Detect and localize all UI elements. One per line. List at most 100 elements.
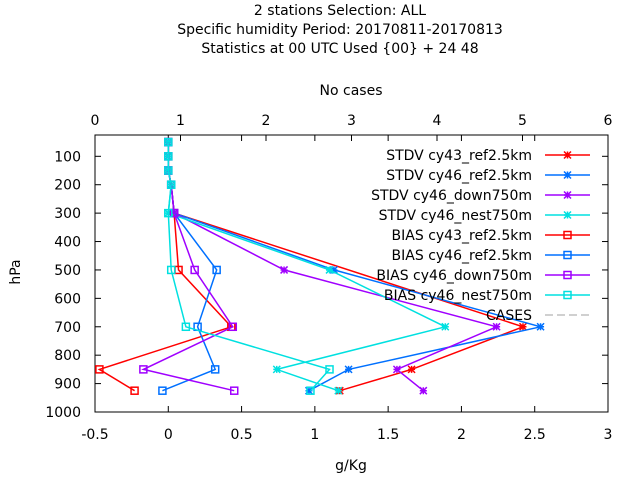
- data-point: [212, 265, 221, 275]
- data-point: [344, 365, 353, 374]
- marker-stroke: [419, 386, 428, 395]
- chart-title-line-2: Specific humidity Period: 20170811-20170…: [177, 22, 503, 38]
- data-point: [181, 322, 191, 332]
- top-tick-label: 1: [176, 113, 185, 129]
- top-tick-label: 0: [91, 113, 100, 129]
- series-line: [97, 142, 233, 392]
- top-tick-label: 3: [347, 113, 356, 129]
- y-tick-label: 500: [54, 263, 81, 279]
- y-tick-label: 200: [54, 178, 81, 194]
- y-tick-label: 300: [54, 206, 81, 222]
- series-7: [139, 137, 239, 395]
- data-point: [95, 365, 104, 374]
- data-point: [166, 180, 176, 189]
- marker-stroke: [304, 386, 314, 395]
- marker-stroke: [325, 265, 334, 274]
- top-tick-label: 5: [518, 113, 527, 129]
- data-point: [158, 386, 167, 395]
- legend-marker: [563, 150, 572, 160]
- x-tick-label: 1.5: [377, 427, 399, 443]
- top-tick-label: 2: [262, 113, 271, 129]
- data-point: [280, 265, 289, 274]
- legend-label: STDV cy46_ref2.5km: [386, 168, 532, 184]
- data-point: [210, 365, 220, 374]
- data-point: [130, 386, 139, 395]
- x-tick-label: 0.5: [230, 427, 252, 443]
- data-point: [518, 322, 528, 331]
- legend-label: BIAS cy46_nest750m: [384, 288, 532, 304]
- marker-stroke: [441, 322, 450, 331]
- legend-marker: [563, 230, 572, 240]
- marker-stroke: [563, 210, 572, 220]
- x-tick-label: 2.5: [524, 427, 546, 443]
- marker-stroke: [329, 265, 338, 274]
- chart-title-line-3: Statistics at 00 UTC Used {00} + 24 48: [201, 41, 478, 57]
- data-point: [419, 386, 428, 395]
- data-point: [228, 322, 238, 332]
- y-tick-label: 1000: [45, 405, 81, 421]
- top-tick-label: 4: [433, 113, 442, 129]
- marker-stroke: [536, 322, 545, 331]
- marker-stroke: [563, 150, 572, 160]
- legend-label: STDV cy46_nest750m: [379, 208, 532, 224]
- data-point: [325, 265, 334, 274]
- data-point: [166, 265, 176, 275]
- marker-stroke: [492, 322, 501, 331]
- x-tick-label: 0: [164, 427, 173, 443]
- data-point: [164, 166, 173, 175]
- data-point: [164, 208, 173, 218]
- legend-label: BIAS cy46_down750m: [376, 268, 532, 284]
- x-axis-label: g/Kg: [335, 458, 367, 474]
- legend-label: STDV cy46_down750m: [371, 188, 532, 204]
- legend-marker: [563, 210, 572, 220]
- marker-stroke: [334, 386, 343, 395]
- legend-marker: [563, 270, 572, 280]
- x-tick-label: -0.5: [81, 427, 108, 443]
- legend-label: BIAS cy46_ref2.5km: [392, 248, 532, 264]
- series-line: [167, 142, 331, 392]
- marker-stroke: [407, 365, 416, 374]
- data-point: [407, 365, 416, 374]
- y-tick-label: 600: [54, 291, 81, 307]
- data-point: [272, 365, 281, 374]
- data-point: [441, 322, 450, 331]
- legend-label: BIAS cy43_ref2.5km: [392, 228, 532, 244]
- top-axis-label: No cases: [320, 83, 383, 99]
- marker-stroke: [272, 365, 281, 374]
- data-point: [392, 365, 401, 374]
- data-point: [329, 265, 338, 274]
- x-tick-label: 1: [310, 427, 319, 443]
- x-axis-ticks: -0.5 0 0.5 1 1.5 2 2.5 3: [81, 135, 612, 443]
- data-point: [229, 386, 239, 395]
- data-point: [164, 137, 173, 147]
- marker-stroke: [392, 365, 401, 374]
- top-axis-ticks: 0 1 2 3 4 5 6: [91, 113, 613, 141]
- series-8: [164, 137, 334, 395]
- chart-title-line-1: 2 stations Selection: ALL: [254, 3, 426, 19]
- x-tick-label: 3: [604, 427, 613, 443]
- data-point: [304, 386, 314, 395]
- legend-marker: [563, 290, 572, 300]
- data-point: [306, 386, 315, 395]
- legend-label: STDV cy43_ref2.5km: [386, 148, 532, 164]
- marker-stroke: [518, 322, 528, 331]
- data-point: [325, 365, 334, 374]
- data-point: [139, 365, 148, 374]
- data-point: [169, 208, 179, 218]
- legend-label-cases: CASES: [486, 308, 532, 324]
- data-point: [190, 265, 199, 275]
- y-axis-label: hPa: [8, 259, 24, 284]
- marker-stroke: [280, 265, 289, 274]
- data-point: [164, 152, 173, 161]
- data-point: [536, 322, 545, 331]
- data-point: [334, 386, 343, 395]
- data-point: [492, 322, 501, 331]
- top-tick-label: 6: [604, 113, 613, 129]
- y-tick-label: 900: [54, 377, 81, 393]
- x-tick-label: 2: [457, 427, 466, 443]
- marker-stroke: [563, 170, 572, 180]
- series-layer: [95, 137, 545, 395]
- y-tick-label: 700: [54, 320, 81, 336]
- y-axis-ticks: 100 200 300 400 500 600 700 800 900 1000: [45, 149, 608, 421]
